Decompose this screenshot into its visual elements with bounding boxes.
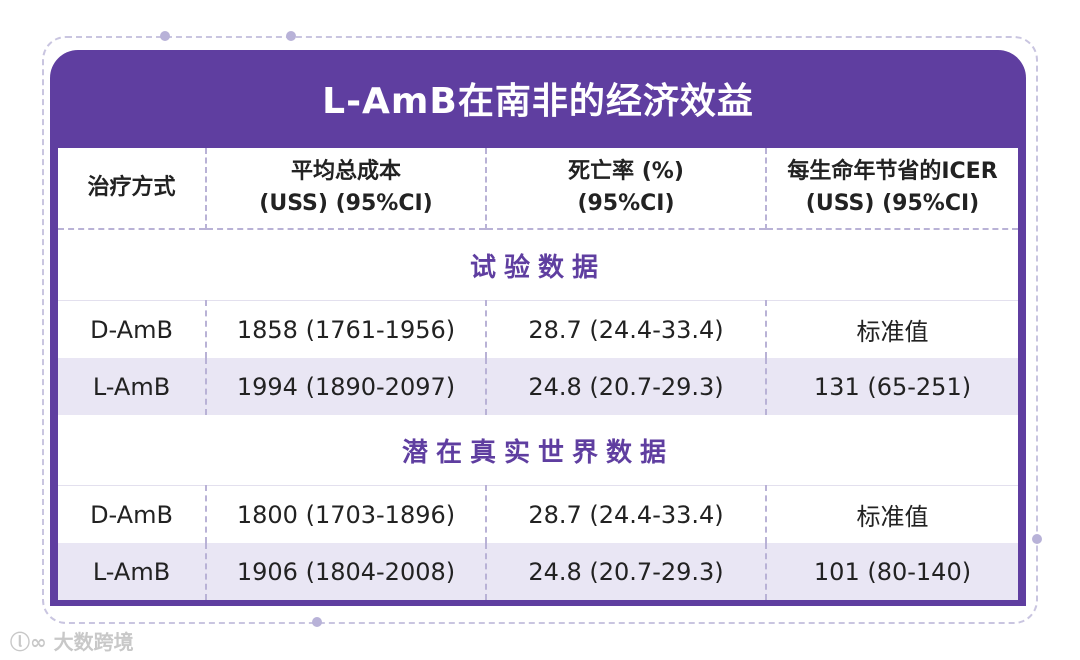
watermark-logo-icon: ⓛ∞ [10,630,54,654]
table-row: D-AmB 1858 (1761-1956) 28.7 (24.4-33.4) … [58,300,1018,358]
table-card: L-AmB在南非的经济效益 治疗方式 平均总成本 (USS) (95%CI) 死亡… [50,50,1026,606]
watermark: ⓛ∞ 大数跨境 [10,630,134,654]
cell-cost: 1994 (1890-2097) [205,358,486,415]
page-title: L-AmB在南非的经济效益 [322,81,754,122]
cell-icer: 标准值 [765,485,1018,543]
cell-cost: 1800 (1703-1896) [205,485,486,543]
decorative-dot [312,617,322,627]
cell-icer: 标准值 [765,300,1018,358]
section-label: 潜在真实世界数据 [401,437,674,468]
table-header-row: 治疗方式 平均总成本 (USS) (95%CI) 死亡率 (%) (95%CI) 每… [58,148,1018,229]
cell-treatment: D-AmB [58,485,206,543]
table-row: L-AmB 1906 (1804-2008) 24.8 (20.7-29.3) … [58,543,1018,600]
section-label: 试验数据 [469,252,606,283]
column-header-treatment: 治疗方式 [87,175,176,200]
decorative-dot [160,31,170,41]
cell-mortality: 24.8 (20.7-29.3) [485,543,766,600]
cell-mortality: 28.7 (24.4-33.4) [485,300,766,358]
section-header-row: 潜在真实世界数据 [58,415,1018,486]
column-header-mortality: 死亡率 (%) (95%CI) [485,148,766,229]
cell-treatment: L-AmB [58,358,206,415]
cell-mortality: 24.8 (20.7-29.3) [485,358,766,415]
data-table: 治疗方式 平均总成本 (USS) (95%CI) 死亡率 (%) (95%CI) 每… [58,148,1018,600]
cell-treatment: D-AmB [58,300,206,358]
cell-cost: 1906 (1804-2008) [205,543,486,600]
column-header-cost: 平均总成本 (USS) (95%CI) [205,148,486,229]
section-header-row: 试验数据 [58,229,1018,301]
cell-cost: 1858 (1761-1956) [205,300,486,358]
table-row: D-AmB 1800 (1703-1896) 28.7 (24.4-33.4) … [58,485,1018,543]
cell-treatment: L-AmB [58,543,206,600]
table-row: L-AmB 1994 (1890-2097) 24.8 (20.7-29.3) … [58,358,1018,415]
decorative-dashed-frame [42,36,1038,624]
cell-mortality: 28.7 (24.4-33.4) [485,485,766,543]
cell-icer: 101 (80-140) [765,543,1018,600]
decorative-dot [1032,534,1042,544]
decorative-dot [286,31,296,41]
column-header-icer: 每生命年节省的ICER (USS) (95%CI) [765,148,1018,229]
cell-icer: 131 (65-251) [765,358,1018,415]
